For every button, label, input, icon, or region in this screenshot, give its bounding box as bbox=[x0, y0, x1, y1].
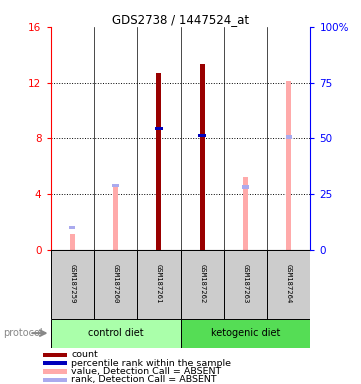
Bar bbox=[94, 250, 137, 319]
Text: GSM187259: GSM187259 bbox=[69, 265, 75, 304]
Text: control diet: control diet bbox=[88, 328, 143, 338]
Bar bbox=[137, 250, 180, 319]
Bar bbox=[198, 134, 206, 137]
Text: percentile rank within the sample: percentile rank within the sample bbox=[71, 359, 231, 368]
Bar bbox=[112, 184, 119, 187]
Text: protocol: protocol bbox=[4, 328, 43, 338]
Bar bbox=[200, 65, 205, 250]
Bar bbox=[224, 250, 267, 319]
Bar bbox=[51, 319, 180, 348]
Bar bbox=[155, 127, 163, 130]
Bar bbox=[267, 250, 310, 319]
Bar bbox=[69, 225, 75, 229]
Text: GSM187262: GSM187262 bbox=[199, 265, 205, 304]
Bar bbox=[43, 378, 67, 382]
Title: GDS2738 / 1447524_at: GDS2738 / 1447524_at bbox=[112, 13, 249, 26]
Bar bbox=[113, 185, 118, 250]
Bar bbox=[243, 177, 248, 250]
Bar bbox=[286, 135, 292, 139]
Text: GSM187260: GSM187260 bbox=[113, 265, 118, 304]
Text: value, Detection Call = ABSENT: value, Detection Call = ABSENT bbox=[71, 367, 222, 376]
Bar bbox=[43, 369, 67, 374]
Bar bbox=[242, 185, 249, 189]
Text: GSM187264: GSM187264 bbox=[286, 265, 292, 304]
Bar bbox=[43, 361, 67, 366]
Bar bbox=[70, 234, 75, 250]
Bar bbox=[156, 73, 161, 250]
Bar bbox=[180, 319, 310, 348]
Bar bbox=[286, 81, 291, 250]
Text: ketogenic diet: ketogenic diet bbox=[211, 328, 280, 338]
Text: GSM187263: GSM187263 bbox=[243, 265, 248, 304]
Bar bbox=[180, 250, 224, 319]
Text: count: count bbox=[71, 350, 98, 359]
Text: rank, Detection Call = ABSENT: rank, Detection Call = ABSENT bbox=[71, 376, 217, 384]
Bar bbox=[43, 353, 67, 357]
Bar bbox=[51, 250, 94, 319]
Text: GSM187261: GSM187261 bbox=[156, 265, 162, 304]
